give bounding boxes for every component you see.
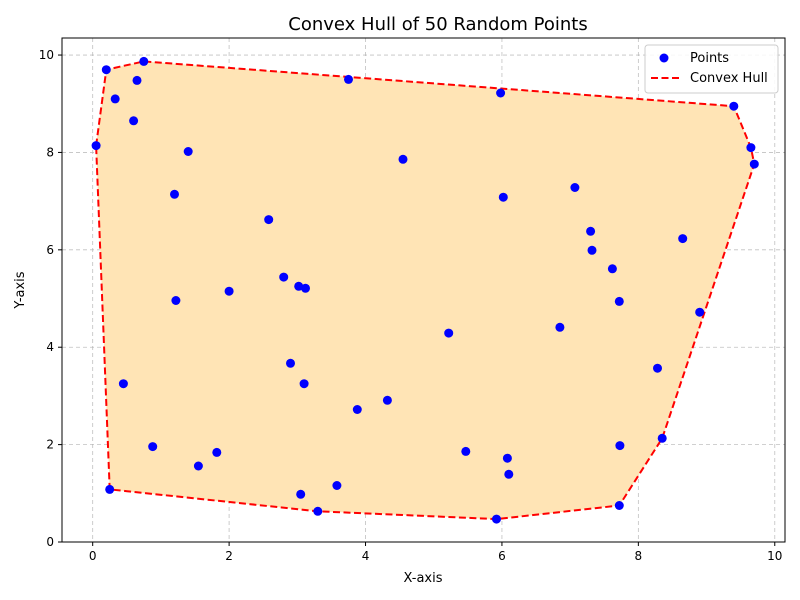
data-point: [193, 461, 203, 471]
data-point: [301, 283, 310, 293]
data-point: [279, 272, 289, 282]
data-point: [183, 147, 193, 156]
data-point: [555, 322, 565, 332]
x-axis-label: X-axis: [404, 571, 443, 586]
data-point: [170, 189, 179, 199]
data-point: [132, 75, 142, 85]
data-point: [614, 296, 624, 306]
data-point: [294, 281, 304, 291]
y-tick-label: 0: [46, 535, 54, 549]
data-point: [110, 94, 120, 104]
legend-points-label: Points: [690, 51, 729, 66]
data-point: [496, 88, 506, 98]
data-point: [299, 379, 309, 389]
x-tick-label: 6: [498, 549, 506, 563]
data-point: [382, 395, 392, 405]
data-point: [587, 245, 597, 255]
hull-fill: [96, 61, 755, 520]
data-point: [678, 234, 688, 244]
data-point: [653, 363, 662, 373]
data-point: [332, 481, 342, 490]
data-point: [398, 154, 408, 164]
data-point: [729, 101, 739, 111]
y-tick-label: 10: [39, 48, 54, 62]
y-tick-label: 6: [46, 243, 54, 257]
data-point: [212, 447, 222, 457]
chart-title: Convex Hull of 50 Random Points: [288, 14, 587, 35]
legend-hull-label: Convex Hull: [690, 71, 768, 86]
data-point: [614, 501, 624, 510]
data-point: [570, 183, 580, 192]
data-point: [746, 143, 756, 153]
data-point: [498, 192, 508, 202]
x-tick-label: 4: [362, 549, 370, 563]
data-point: [296, 489, 306, 499]
data-point: [657, 433, 667, 443]
data-point: [139, 56, 149, 66]
y-tick-label: 8: [46, 145, 54, 159]
data-point: [352, 405, 362, 414]
data-point: [313, 506, 323, 516]
data-point: [91, 141, 101, 151]
data-point: [461, 446, 471, 456]
x-tick-label: 2: [225, 549, 233, 563]
data-point: [615, 441, 625, 451]
data-point: [502, 453, 512, 463]
ticks: 0 2 4 6 8 10 0 2 4 6 8 10: [39, 48, 783, 563]
points: [91, 56, 759, 524]
data-point: [492, 514, 501, 524]
legend-box: [644, 44, 779, 94]
legend-points-marker: [659, 53, 669, 63]
data-point: [129, 116, 139, 126]
data-point: [749, 159, 759, 169]
data-point: [286, 358, 295, 368]
hull-line: [95, 60, 756, 521]
convex-hull: [95, 60, 756, 521]
data-point: [607, 264, 617, 274]
data-point: [504, 469, 514, 479]
data-point: [695, 307, 705, 317]
data-point: [171, 296, 181, 305]
y-tick-label: 4: [46, 340, 54, 354]
x-tick-label: 10: [767, 549, 782, 563]
data-point: [118, 379, 128, 389]
x-tick-label: 0: [89, 549, 97, 563]
data-point: [105, 484, 115, 494]
data-point: [224, 286, 234, 296]
data-point: [344, 74, 353, 84]
data-point: [586, 226, 596, 236]
data-point: [444, 328, 454, 338]
y-tick-label: 2: [46, 438, 54, 452]
x-tick-label: 8: [635, 549, 643, 563]
legend: Points Convex Hull: [644, 44, 779, 94]
data-point: [264, 215, 274, 225]
data-point: [101, 65, 111, 75]
data-point: [148, 442, 158, 452]
y-axis-label: Y-axis: [13, 271, 28, 309]
plot-frame: [61, 37, 786, 543]
